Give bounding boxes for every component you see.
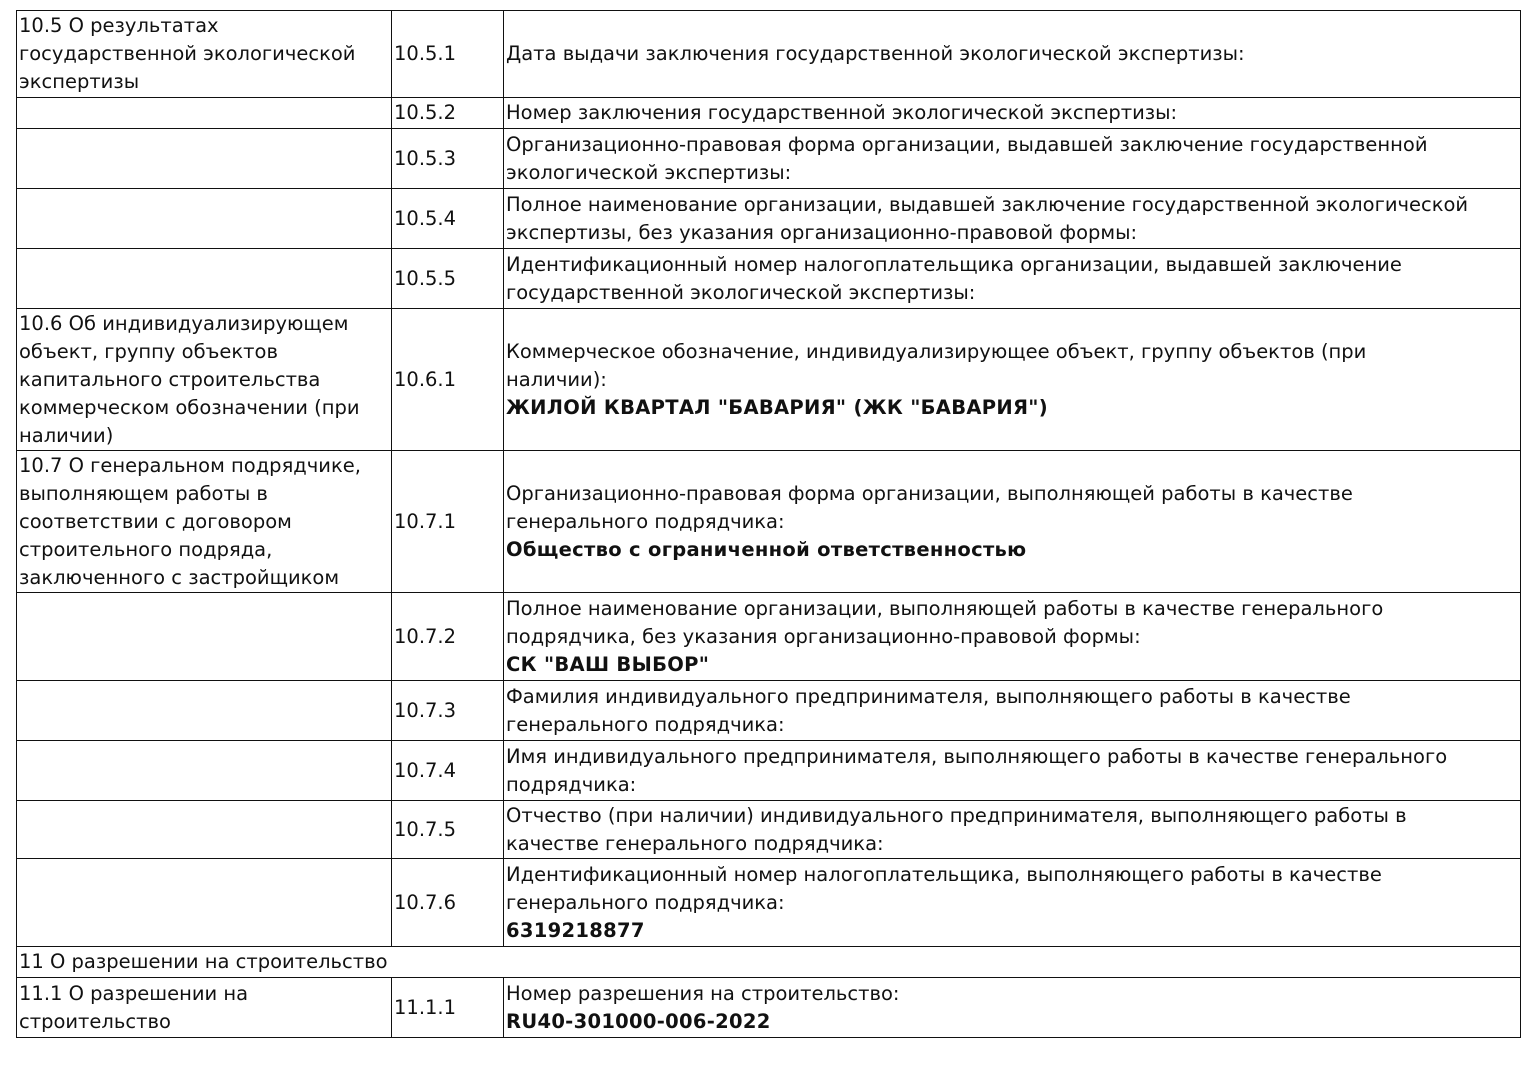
item-code: 10.5.4	[391, 188, 504, 249]
description-text: качестве генерального подрядчика:	[506, 831, 884, 855]
section-text: 11.1 О разрешении на	[19, 981, 249, 1005]
section-cell	[16, 248, 392, 309]
description-text: генерального подрядчика:	[506, 712, 785, 736]
table-row: 10.7 О генеральном подрядчике, выполняюще…	[16, 450, 1521, 593]
table-row: 10.7.4 Имя индивидуального предпринимател…	[16, 740, 1521, 801]
section-text: 10.5 О результатах	[19, 14, 219, 37]
item-value: 6319218877	[506, 918, 645, 942]
section-text: капитального строительства	[19, 367, 321, 391]
section-cell: 10.6 Об индивидуализирующем объект, групп…	[16, 308, 392, 451]
description-text: подрядчика:	[506, 772, 637, 796]
section-text: наличии)	[19, 423, 114, 447]
section-cell	[16, 800, 392, 859]
table-row: 10.7.3 Фамилия индивидуального предприним…	[16, 680, 1521, 741]
section-text: 10.6 Об индивидуализирующем	[19, 311, 349, 335]
table-row: 11 О разрешении на строительство	[16, 946, 1521, 978]
item-value: ЖИЛОЙ КВАРТАЛ "БАВАРИЯ" (ЖК "БАВАРИЯ")	[506, 395, 1048, 419]
section-cell: 10.7 О генеральном подрядчике, выполняюще…	[16, 450, 392, 593]
description-text: Отчество (при наличии) индивидуального п…	[506, 803, 1407, 827]
description-text: государственной экологической экспертизы…	[506, 280, 976, 304]
description-text: Организационно-правовая форма организаци…	[506, 481, 1353, 505]
description-cell: Идентификационный номер налогоплательщик…	[503, 858, 1521, 947]
item-code: 10.7.5	[391, 800, 504, 859]
item-code: 10.5.5	[391, 248, 504, 309]
item-code: 10.5.1	[391, 10, 504, 98]
item-code: 10.7.6	[391, 858, 504, 947]
description-text: генерального подрядчика:	[506, 890, 785, 914]
section-heading: 11 О разрешении на строительство	[16, 946, 1521, 978]
section-text: заключенного с застройщиком	[19, 565, 340, 589]
description-cell: Дата выдачи заключения государственной э…	[503, 10, 1521, 98]
description-cell: Организационно-правовая форма организаци…	[503, 128, 1521, 189]
table-row: 11.1 О разрешении на строительство 11.1.1 Н…	[16, 977, 1521, 1038]
section-cell	[16, 858, 392, 947]
item-code: 10.7.1	[391, 450, 504, 593]
description-cell: Полное наименование организации, выполня…	[503, 592, 1521, 681]
item-code: 10.7.3	[391, 680, 504, 741]
table-row: 10.5.4 Полное наименование организации, в…	[16, 188, 1521, 249]
section-text: выполняющем работы в	[19, 481, 268, 505]
section-cell: 11.1 О разрешении на строительство	[16, 977, 392, 1038]
item-code: 10.7.2	[391, 592, 504, 681]
description-text: Номер разрешения на строительство:	[506, 981, 900, 1005]
section-text: объект, группу объектов	[19, 339, 278, 363]
section-text: строительство	[19, 1009, 171, 1033]
description-cell: Номер заключения государственной экологи…	[503, 97, 1521, 129]
description-text: экспертизы, без указания организационно-…	[506, 220, 1138, 244]
description-cell: Фамилия индивидуального предпринимателя,…	[503, 680, 1521, 741]
section-text: государственной экологической	[19, 42, 356, 65]
section-text: соответствии с договором	[19, 509, 292, 533]
section-cell	[16, 188, 392, 249]
section-text: экспертизы	[19, 70, 140, 93]
document-table: 10.5 О результатах государственной эколог…	[16, 10, 1521, 1038]
table-row: 10.6 Об индивидуализирующем объект, групп…	[16, 308, 1521, 451]
section-cell	[16, 740, 392, 801]
table-row: 10.7.6 Идентификационный номер налогоплат…	[16, 858, 1521, 947]
table-row: 10.5.2 Номер заключения государственной э…	[16, 97, 1521, 129]
table-row: 10.5.3 Организационно-правовая форма орга…	[16, 128, 1521, 189]
description-text: Имя индивидуального предпринимателя, вып…	[506, 744, 1448, 768]
section-cell	[16, 97, 392, 129]
description-text: Идентификационный номер налогоплательщик…	[506, 252, 1402, 276]
description-text: генерального подрядчика:	[506, 509, 785, 533]
description-cell: Имя индивидуального предпринимателя, вып…	[503, 740, 1521, 801]
description-text: Фамилия индивидуального предпринимателя,…	[506, 684, 1351, 708]
item-code: 11.1.1	[391, 977, 504, 1038]
section-cell	[16, 128, 392, 189]
table-row: 10.5.5 Идентификационный номер налогоплат…	[16, 248, 1521, 309]
section-cell	[16, 680, 392, 741]
description-text: наличии):	[506, 367, 607, 391]
description-text: Полное наименование организации, выдавше…	[506, 192, 1469, 216]
description-text: подрядчика, без указания организационно-…	[506, 624, 1141, 648]
item-value: СК "ВАШ ВЫБОР"	[506, 652, 710, 676]
description-cell: Номер разрешения на строительство: RU40-3…	[503, 977, 1521, 1038]
section-text: строительного подряда,	[19, 537, 273, 561]
description-text: Номер заключения государственной экологи…	[506, 101, 1178, 124]
description-cell: Организационно-правовая форма организаци…	[503, 450, 1521, 593]
description-text: Дата выдачи заключения государственной э…	[506, 42, 1245, 65]
item-value: Общество с ограниченной ответственностью	[506, 537, 1027, 561]
description-text: Полное наименование организации, выполня…	[506, 596, 1384, 620]
description-cell: Полное наименование организации, выдавше…	[503, 188, 1521, 249]
section-text: коммерческом обозначении (при	[19, 395, 360, 419]
description-cell: Коммерческое обозначение, индивидуализир…	[503, 308, 1521, 451]
table-row: 10.7.5 Отчество (при наличии) индивидуаль…	[16, 800, 1521, 859]
section-cell: 10.5 О результатах государственной эколог…	[16, 10, 392, 98]
description-cell: Отчество (при наличии) индивидуального п…	[503, 800, 1521, 859]
description-cell: Идентификационный номер налогоплательщик…	[503, 248, 1521, 309]
description-text: Идентификационный номер налогоплательщик…	[506, 862, 1382, 886]
item-code: 10.5.3	[391, 128, 504, 189]
description-text: Коммерческое обозначение, индивидуализир…	[506, 339, 1367, 363]
item-code: 10.7.4	[391, 740, 504, 801]
description-text: экологической экспертизы:	[506, 160, 792, 184]
section-text: 10.7 О генеральном подрядчике,	[19, 453, 361, 477]
table-row: 10.7.2 Полное наименование организации, в…	[16, 592, 1521, 681]
section-cell	[16, 592, 392, 681]
description-text: Организационно-правовая форма организаци…	[506, 132, 1428, 156]
item-code: 10.5.2	[391, 97, 504, 129]
item-value: RU40-301000-006-2022	[506, 1009, 771, 1033]
item-code: 10.6.1	[391, 308, 504, 451]
table-row: 10.5 О результатах государственной эколог…	[16, 10, 1521, 98]
